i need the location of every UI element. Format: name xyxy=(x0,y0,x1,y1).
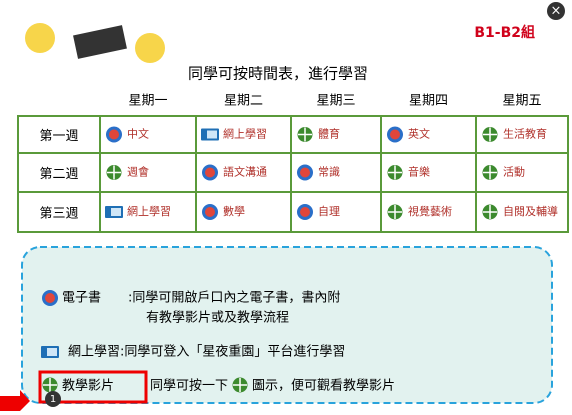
subject: 自閱及輔導 xyxy=(503,204,558,218)
video-icon-grid xyxy=(298,127,312,142)
legend-text: :同學可開啟戶口內之電子書，書內附 xyxy=(128,291,340,306)
ebook-icon-core xyxy=(205,207,215,217)
subject: 週會 xyxy=(127,165,149,179)
highlight-box xyxy=(38,370,148,404)
ebook-icon-core xyxy=(45,293,55,303)
subject: 活動 xyxy=(503,165,525,179)
video-icon-grid xyxy=(233,378,248,392)
ebook-icon-core xyxy=(300,167,310,178)
legend-box xyxy=(21,246,553,404)
legend-text: 網上學習:同學可登入「星夜重園」平台進行學習 xyxy=(68,344,345,360)
legend-text: 圖示，便可觀看教學影片 xyxy=(252,378,395,394)
legend-label: 教學影片 xyxy=(62,378,114,394)
ebook-icon-core xyxy=(300,207,310,217)
subject: 常識 xyxy=(318,166,340,179)
online-icon-screen xyxy=(111,208,121,216)
video-icon-grid xyxy=(483,205,497,219)
subject: 網上學習 xyxy=(223,127,267,141)
video-icon-grid xyxy=(43,378,57,392)
video-icon-grid xyxy=(107,165,121,180)
subject: 數學 xyxy=(223,205,245,218)
day-header: 星期五 xyxy=(502,94,541,109)
week-label: 第一週 xyxy=(39,129,78,144)
close-button[interactable] xyxy=(547,2,565,20)
title: 同學可按時間表，進行學習 xyxy=(188,65,368,83)
legend-text: 同學可按一下 xyxy=(150,379,228,394)
pointer-arrow xyxy=(0,390,30,411)
subject: 網上學習 xyxy=(127,204,171,218)
day-header: 星期三 xyxy=(316,94,355,109)
subject: 視覺藝術 xyxy=(408,204,452,218)
legend-label: 電子書 xyxy=(62,291,101,306)
step-badge-number: 1 xyxy=(50,394,56,405)
online-icon-screen xyxy=(47,348,57,356)
step-badge xyxy=(45,391,61,407)
subject: 生活教育 xyxy=(503,127,547,141)
week-label: 第三週 xyxy=(39,207,78,222)
day-header: 星期二 xyxy=(224,94,263,109)
week-label: 第二週 xyxy=(39,167,78,182)
subject: 體育 xyxy=(318,127,340,141)
video-icon-grid xyxy=(483,165,497,180)
subject: 中文 xyxy=(127,127,149,141)
subject: 英文 xyxy=(408,127,430,141)
video-icon-grid xyxy=(388,205,402,219)
close-icon[interactable]: × xyxy=(551,4,562,19)
day-header: 星期四 xyxy=(409,94,448,109)
ebook-icon-core xyxy=(109,129,119,140)
online-icon-screen xyxy=(207,130,217,139)
day-header: 星期一 xyxy=(128,94,167,109)
ebook-icon-core xyxy=(390,129,400,140)
subject: 自理 xyxy=(318,205,340,218)
table-border xyxy=(17,115,569,233)
subject: 語文溝通 xyxy=(223,165,267,179)
video-icon-grid xyxy=(388,165,402,180)
legend-text: 有教學影片或及教學流程 xyxy=(146,310,289,326)
ebook-icon-core xyxy=(205,167,215,178)
video-icon-grid xyxy=(483,127,497,142)
group-label: B1-B2組 xyxy=(474,24,535,41)
subject: 音樂 xyxy=(408,165,430,179)
